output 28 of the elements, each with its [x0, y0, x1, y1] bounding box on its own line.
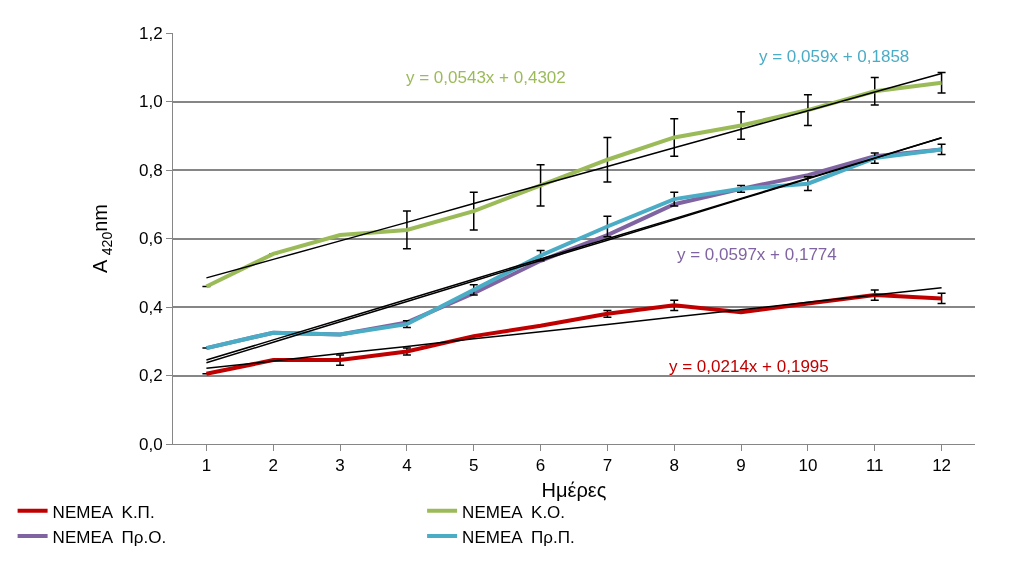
y-tick-label: 0,0: [138, 434, 163, 454]
annotation: y = 0,0597x + 0,1774: [677, 245, 837, 264]
y-tick-label: 1,0: [138, 92, 163, 112]
x-tick-label: 8: [669, 456, 679, 476]
x-tick-label: 1: [201, 456, 212, 476]
x-tick-label: 3: [335, 456, 345, 476]
y-tick-label: 0,4: [138, 297, 163, 317]
legend-label: NEMEA Κ.Π.: [52, 502, 155, 522]
annotation: y = 0,0214x + 0,1995: [669, 357, 829, 376]
annotation: y = 0,0543x + 0,4302: [406, 68, 566, 87]
x-tick-label: 12: [932, 456, 952, 476]
x-axis-title: Ημέρες: [541, 478, 607, 501]
y-tick-label: 0,2: [138, 366, 163, 386]
x-tick-label: 9: [736, 456, 746, 476]
x-tick-label: 10: [798, 456, 818, 476]
x-tick-label: 2: [268, 456, 278, 476]
legend-label: NEMEA Κ.Ο.: [462, 502, 566, 522]
legend-label: NEMEA Πρ.Ο.: [52, 527, 167, 547]
x-tick-label: 5: [469, 456, 479, 476]
annotation: y = 0,059x + 0,1858: [759, 47, 910, 66]
y-tick-label: 1,2: [138, 23, 163, 43]
y-tick-label: 0,6: [138, 229, 163, 249]
x-tick-label: 11: [865, 456, 884, 476]
x-tick-label: 6: [535, 456, 546, 476]
legend-label: NEMEA Πρ.Π.: [462, 527, 575, 547]
x-tick-label: 4: [402, 456, 412, 476]
x-tick-label: 7: [602, 456, 613, 476]
y-tick-label: 0,8: [138, 160, 163, 180]
